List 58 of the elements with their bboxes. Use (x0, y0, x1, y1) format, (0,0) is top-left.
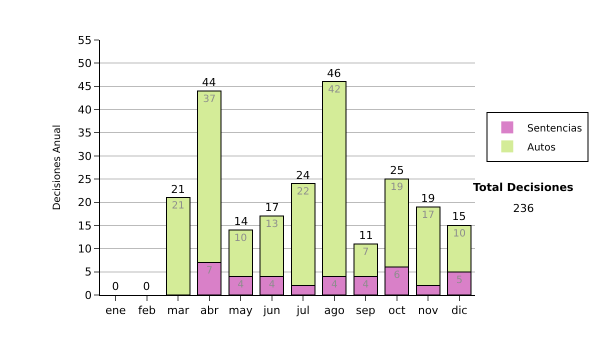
y-tick-label: 10 (78, 242, 92, 256)
legend-label: Sentencias (527, 123, 582, 134)
y-tick-label: 0 (84, 288, 92, 302)
data-label: 22 (296, 186, 310, 198)
data-label: 37 (203, 94, 216, 105)
data-label: 21 (172, 200, 184, 212)
data-label: 19 (390, 182, 404, 194)
x-tick-label: feb (138, 304, 156, 318)
x-tick-label: mar (167, 304, 190, 318)
total-label: 46 (327, 67, 341, 80)
x-tick-label: oct (388, 304, 406, 318)
data-label: 10 (453, 228, 466, 240)
y-tick-label: 25 (78, 172, 92, 186)
total-label: 24 (296, 169, 310, 182)
y-tick-label: 35 (78, 126, 92, 140)
data-label: 10 (234, 233, 247, 244)
total-label: 0 (112, 280, 119, 293)
x-tick-label: jun (262, 304, 280, 318)
x-tick-label: jul (296, 304, 310, 318)
total-label: 14 (234, 215, 248, 228)
data-label: 13 (266, 219, 278, 230)
x-tick-label: may (228, 304, 254, 318)
data-label: 17 (422, 210, 434, 221)
total-label: 25 (390, 164, 404, 177)
total-label: 44 (202, 76, 216, 89)
total-label: 15 (452, 210, 466, 223)
x-tick-label: ene (105, 304, 126, 318)
y-tick-label: 55 (78, 34, 92, 47)
total-label: 21 (171, 183, 185, 196)
y-tick-label: 15 (78, 219, 92, 232)
data-label: 6 (394, 270, 400, 282)
total-label: 11 (359, 229, 373, 242)
data-label: 4 (237, 279, 244, 290)
data-label: 42 (328, 84, 341, 96)
legend-label: Autos (527, 142, 556, 154)
total-label: 19 (421, 192, 435, 205)
y-tick-label: 40 (78, 103, 92, 116)
total-label: 0 (143, 280, 150, 293)
total-label: 17 (265, 201, 279, 214)
x-tick-label: ago (324, 304, 345, 318)
data-label: 4 (268, 279, 276, 290)
y-tick-label: 50 (78, 57, 92, 70)
x-tick-label: abr (200, 304, 219, 318)
y-tick-label: 20 (78, 196, 92, 210)
data-label: 4 (331, 279, 338, 290)
x-tick-label: sep (356, 304, 376, 318)
annotation: Total Decisiones (473, 181, 574, 194)
data-label: 5 (456, 274, 463, 286)
data-label: 7 (362, 247, 369, 258)
x-tick-label: nov (418, 304, 439, 318)
y-tick-label: 5 (84, 266, 92, 279)
x-tick-label: dic (451, 304, 468, 318)
y-tick-label: 30 (78, 150, 92, 163)
text: 236 (513, 202, 534, 215)
data-label: 4 (362, 279, 369, 290)
y-tick-label: 45 (78, 80, 92, 94)
data-label: 7 (206, 266, 213, 277)
y-axis-title: Decisiones Anual (52, 124, 63, 210)
